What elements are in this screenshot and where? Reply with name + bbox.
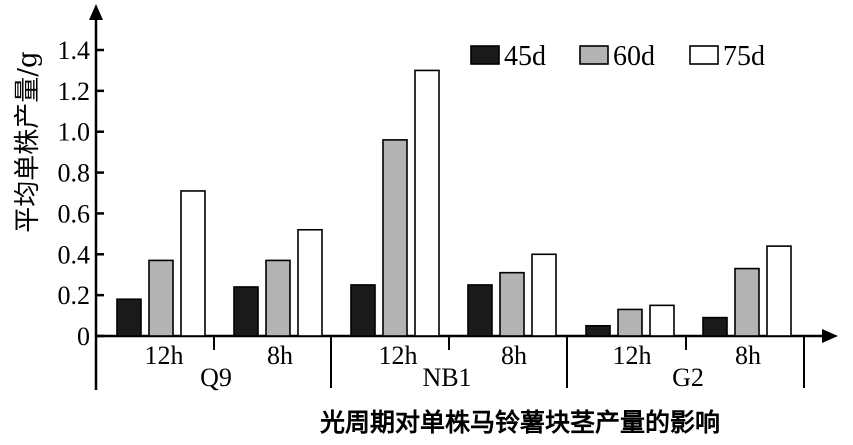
- x-tick-label: 12h: [613, 341, 652, 370]
- legend-swatch-45d: [470, 45, 500, 65]
- group-label: NB1: [422, 363, 471, 392]
- group-separators: [213, 336, 805, 388]
- x-axis-arrow: [822, 329, 838, 343]
- bar-75d-1: [297, 228, 323, 337]
- group-label: G2: [672, 363, 704, 392]
- bar-45d-5: [702, 316, 728, 337]
- bar-45d-4: [585, 324, 611, 337]
- bar-60d-0: [148, 259, 174, 337]
- legend-swatch-60d: [579, 45, 609, 65]
- chart-title: 光周期对单株马铃薯块茎产量的影响: [319, 408, 720, 437]
- legend-swatch-75d: [689, 45, 719, 65]
- bar-45d-1: [233, 286, 259, 337]
- legend-label-75d: 75d: [723, 41, 765, 72]
- x-tick-label: 8h: [735, 341, 761, 370]
- x-tick-label: 12h: [379, 341, 418, 370]
- bar-75d-5: [766, 245, 792, 337]
- group-label: Q9: [200, 363, 232, 392]
- y-tick-label: 0.4: [58, 240, 91, 269]
- bar-75d-2: [414, 69, 440, 337]
- bar-60d-2: [382, 139, 408, 337]
- y-tick-label: 1.4: [58, 36, 91, 65]
- x-tick-label: 12h: [145, 341, 184, 370]
- y-axis-arrow: [89, 4, 103, 20]
- bar-45d-2: [350, 284, 376, 337]
- x-tick-label: 8h: [267, 341, 293, 370]
- bar-75d-3: [531, 253, 557, 337]
- bar-45d-0: [116, 298, 142, 337]
- bar-60d-1: [265, 259, 291, 337]
- bar-45d-3: [467, 284, 493, 337]
- bar-75d-4: [649, 304, 675, 337]
- y-tick-label: 1.0: [58, 118, 91, 147]
- bar-60d-4: [617, 308, 643, 337]
- x-tick-label: 8h: [501, 341, 527, 370]
- x-labels: 12h 8h 12h 8h 12h 8h Q9 NB1 G2: [145, 341, 762, 392]
- y-ticks: 0 0.2 0.4 0.6 0.8 1.0 1.2 1.4: [58, 36, 104, 351]
- bar-75d-0: [180, 190, 206, 337]
- bars: [116, 69, 792, 337]
- legend: 45d 60d 75d: [470, 41, 765, 72]
- y-tick-label: 0.2: [58, 281, 91, 310]
- y-axis-label: 平均单株产量/g: [13, 51, 43, 232]
- y-tick-label: 1.2: [58, 77, 91, 106]
- y-tick-label: 0.8: [58, 159, 91, 188]
- legend-label-60d: 60d: [613, 41, 655, 72]
- y-tick-label: 0.6: [58, 199, 91, 228]
- bar-60d-3: [499, 271, 525, 337]
- bar-60d-5: [734, 267, 760, 337]
- legend-label-45d: 45d: [504, 41, 546, 72]
- y-tick-label: 0: [77, 322, 90, 351]
